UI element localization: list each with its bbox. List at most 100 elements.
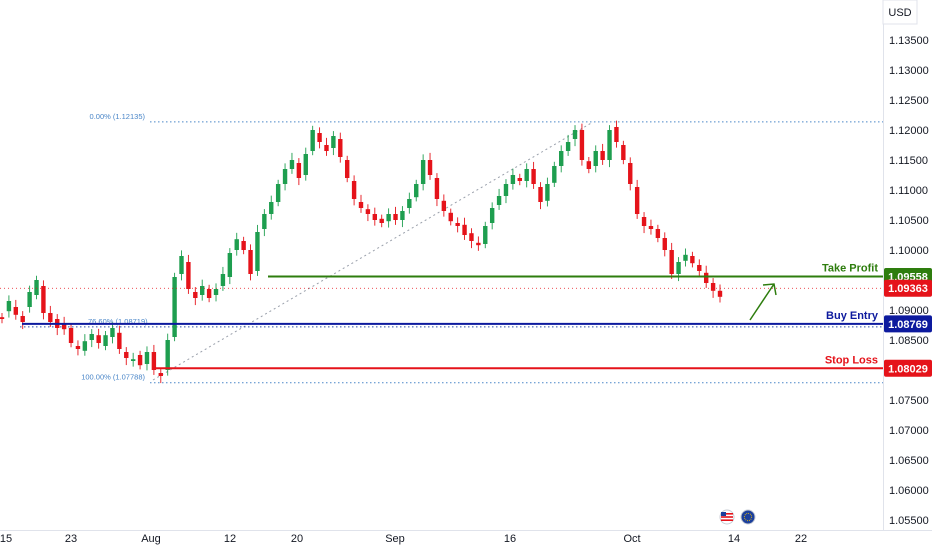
candle-body [200,286,205,295]
candle-body [234,239,239,250]
current-price-text: 1.09363 [888,283,928,295]
candle-body [82,341,88,351]
candle-body [593,151,598,166]
x-tick-label: 23 [65,533,77,545]
x-tick-label: Sep [385,533,405,545]
candle-body [34,280,39,295]
candle-body [324,145,329,151]
fibonacci-retracement[interactable]: 0.00% (1.12135) 76.60% (1.08719) 100.00% (… [20,112,883,384]
y-tick-label: 1.10000 [889,245,929,257]
candle-body [710,283,716,291]
candle-body [386,214,391,222]
y-tick-label: 1.07000 [889,425,929,437]
buy-entry-price: 1.08769 [888,319,928,331]
currency-text: USD [888,7,911,19]
candle-body [296,163,302,178]
candle-body [241,241,246,250]
y-tick-label: 1.12000 [889,125,929,137]
candle-body [41,286,46,313]
candle-body [648,226,654,229]
candle-body [186,262,191,289]
x-tick-label: Oct [623,533,640,545]
candle-body [338,139,343,157]
candle-body [275,184,281,202]
candle-body [628,163,633,184]
candle-body [676,262,681,274]
y-tick-label: 1.08500 [889,335,929,347]
candle-body [269,202,274,214]
candle-body [669,250,674,274]
candle-body [110,328,115,337]
candle-body [193,292,198,298]
candle-body [96,335,101,343]
candle-body [407,199,412,208]
candle-body [124,352,129,358]
candle-body [75,346,81,349]
y-tick-label: 1.09000 [889,305,929,317]
candle-body [600,151,605,160]
y-tick-label: 1.13000 [889,65,929,77]
us-flag-icon[interactable] [719,509,735,525]
candle-body [172,277,177,337]
candle-body [358,202,364,208]
candle-body [144,352,150,364]
candle-body [289,160,295,169]
candle-body [414,184,419,198]
candle-body [448,212,453,222]
candle-body [641,217,647,226]
candle-body [455,223,460,226]
candle-body [683,254,688,261]
candle-body [572,130,578,139]
candle-body [227,253,233,277]
eu-flag-icon[interactable] [740,509,756,525]
x-tick-label: 20 [291,533,303,545]
candle-body [717,290,723,297]
y-tick-label: 1.06000 [889,485,929,497]
y-tick-label: 1.11500 [889,155,928,167]
candle-body [220,274,226,286]
x-tick-label: 22 [795,533,807,545]
y-tick-label: 1.10500 [889,215,929,227]
candle-body [27,292,32,307]
candle-body [331,136,336,148]
candle-body [565,142,571,151]
time-axis[interactable]: 15 23 Aug 12 20 Sep 16 Oct 14 22 [0,533,807,545]
candle-body [545,184,550,201]
candle-body [469,233,474,241]
candle-body [517,178,522,181]
fib-level-label: 0.00% (1.12135) [90,112,146,121]
candles [0,120,723,384]
candle-body [703,272,709,283]
candle-body [552,166,557,183]
candle-body [151,352,157,370]
candle-body [6,301,12,312]
currency-label[interactable]: USD [882,0,918,25]
candle-body [13,307,19,315]
candle-body [510,175,516,184]
buy-entry-badge [884,315,932,333]
candle-body [213,289,219,295]
candle-body [496,196,502,205]
x-tick-label: 12 [224,533,236,545]
buy-entry-label: Buy Entry [826,310,879,322]
candle-body [255,232,260,271]
candle-body [538,187,543,202]
candle-body [351,181,357,199]
candle-body [393,214,398,220]
y-tick-label: 1.11000 [889,185,928,197]
candle-body [441,200,447,211]
projection-arrow [749,283,777,321]
candle-body [158,373,163,376]
x-tick-label: 14 [728,533,740,545]
candle-body [344,160,350,178]
y-tick-label: 1.07500 [889,395,929,407]
candle-body [310,130,315,151]
candle-body [103,335,108,346]
candle-body [655,229,661,238]
candle-body [476,242,481,246]
candle-body [614,127,619,142]
candle-body [20,316,25,322]
candle-body [379,218,384,223]
